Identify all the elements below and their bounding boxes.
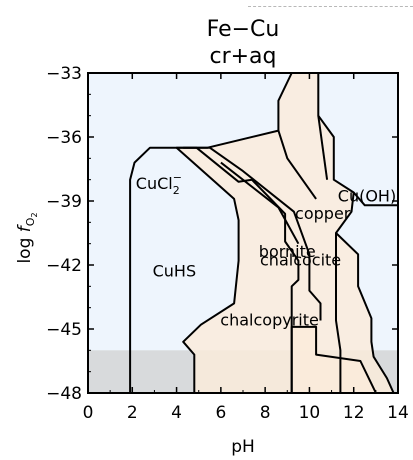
field-label-3: bornite [259, 242, 316, 261]
x-tick-label-0: 0 [83, 403, 94, 423]
y-axis-ticks: −48 −45 −42 −39 −36 −33 [46, 64, 398, 404]
y-tick-label-1: −45 [46, 320, 82, 340]
x-axis-label: pH [231, 437, 255, 457]
y-tick-label-3: −39 [46, 192, 82, 212]
x-axis-ticks: 0 2 4 6 8 10 12 14 [83, 73, 409, 423]
field-label-2: chalcocite [260, 251, 341, 270]
boundary-line-0 [129, 146, 300, 393]
cucl2-label: CuCl2− [136, 171, 182, 197]
y-tick-label-2: −42 [46, 256, 82, 276]
y-axis-label: log fO2 [15, 212, 39, 263]
y-tick-label-4: −36 [46, 128, 82, 148]
x-tick-label-5: 10 [299, 403, 321, 423]
x-tick-label-1: 2 [127, 403, 138, 423]
top-dashed-line [248, 6, 413, 7]
field-label-1: chalcopyrite [220, 310, 319, 329]
field-label-4: copper [295, 204, 351, 223]
x-tick-label-7: 14 [387, 403, 409, 423]
boundary-line-3 [277, 130, 317, 200]
x-tick-label-2: 4 [171, 403, 182, 423]
field-label-5: Cu(OH) [338, 187, 396, 206]
chart-title: Fe−Cu [207, 17, 280, 42]
x-tick-label-4: 8 [260, 403, 271, 423]
boundary-line-6 [335, 233, 342, 393]
field-label-0: CuHS [153, 261, 197, 280]
cucl2-text: CuCl2− [136, 171, 182, 197]
y-tick-label-5: −33 [46, 64, 82, 84]
boundary-lines [129, 115, 398, 393]
y-tick-label-0: −48 [46, 384, 82, 404]
boundary-line-4 [317, 115, 329, 180]
boundary-line-5 [352, 191, 398, 207]
chart-subtitle: cr+aq [209, 44, 276, 69]
boundary-line-2 [220, 161, 300, 245]
x-tick-label-3: 6 [215, 403, 226, 423]
x-tick-label-6: 12 [343, 403, 365, 423]
boundary-line-1 [183, 146, 322, 321]
